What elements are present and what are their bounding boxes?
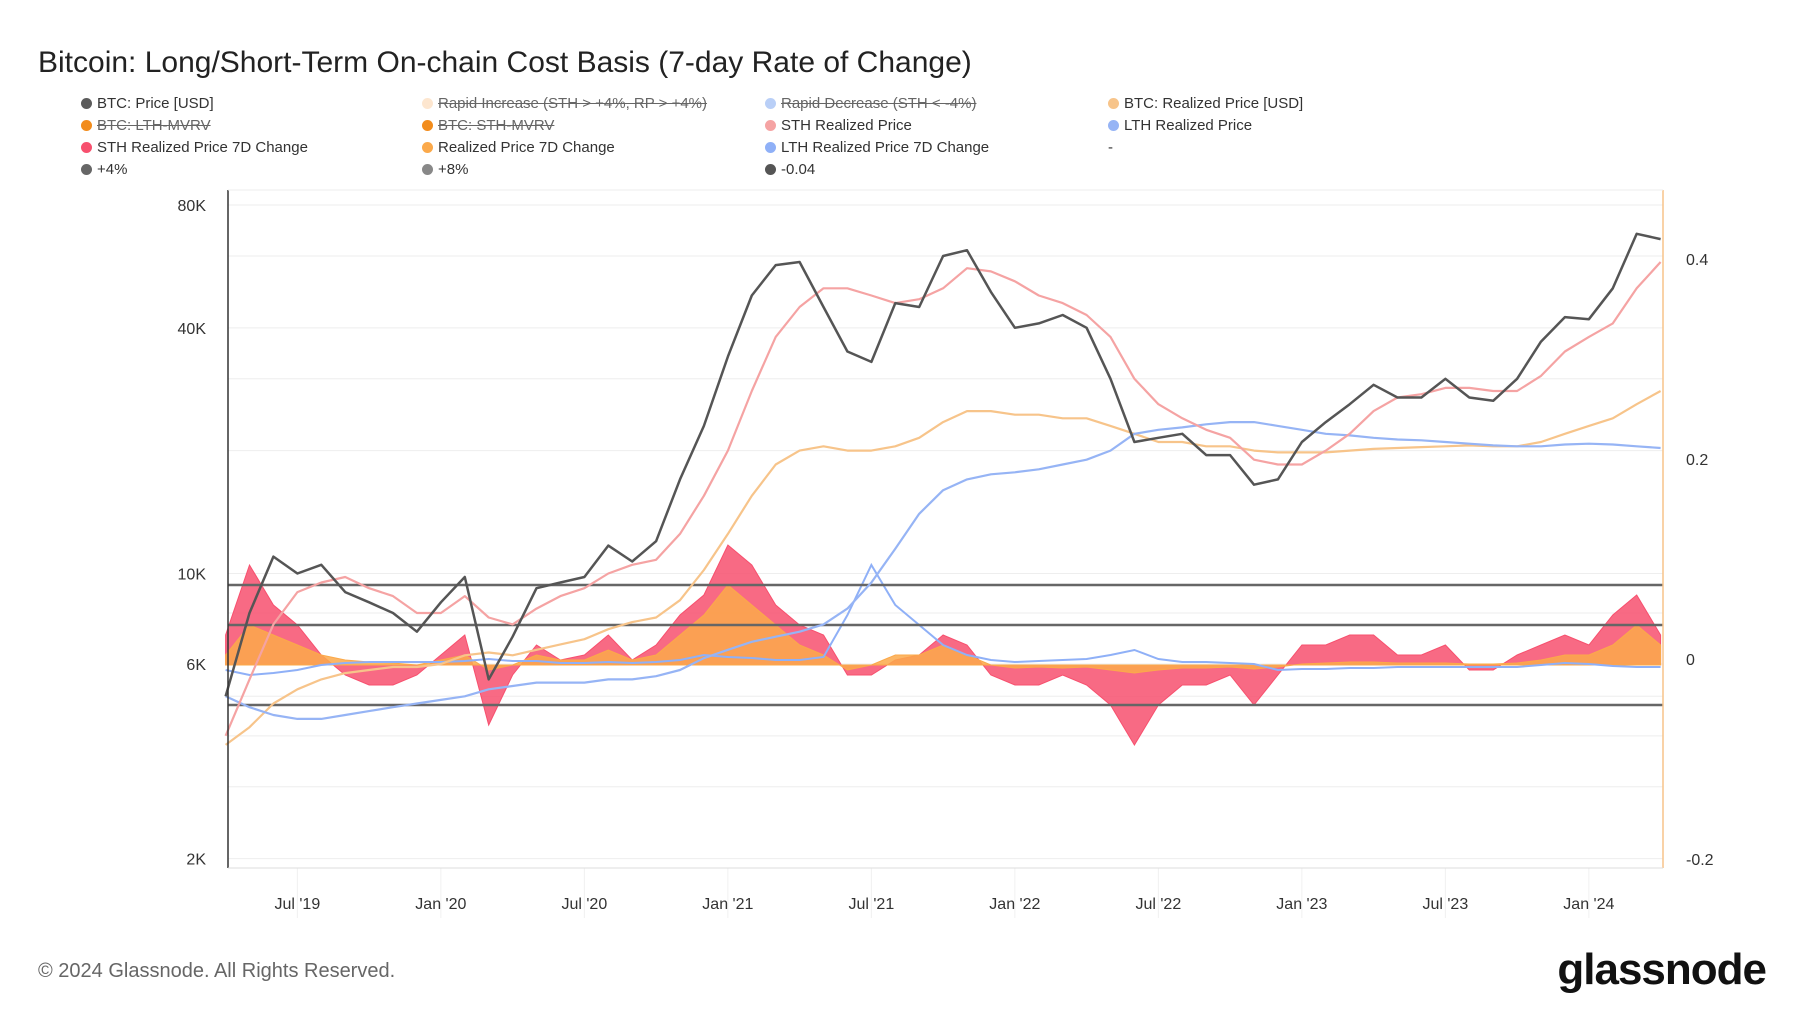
y-left-tick-label: 6K (186, 657, 206, 674)
y-left-tick-label: 80K (178, 198, 207, 215)
series-lth-realized-price-7d-change (225, 562, 1661, 677)
y-right-tick-label: 0.4 (1686, 252, 1708, 269)
legend-item[interactable]: Realized Price 7D Change (422, 139, 615, 156)
x-tick-label: Jul '22 (1135, 896, 1181, 913)
series-btc-price-usd- (224, 232, 1661, 697)
legend-label: -0.04 (781, 161, 816, 178)
legend-item[interactable]: Rapid Increase (STH > +4%, RP > +4%) (422, 95, 707, 112)
y-right-tick-label: 0.2 (1686, 452, 1708, 469)
legend-label: BTC: Realized Price [USD] (1124, 95, 1304, 112)
legend-item[interactable]: +8% (422, 161, 468, 178)
legend-label: +8% (438, 161, 469, 178)
legend-item[interactable]: -0.04 (765, 161, 815, 178)
y-right-tick-label: 0 (1686, 652, 1695, 669)
legend-label: Rapid Decrease (STH < -4%) (781, 95, 977, 112)
legend-label: BTC: Price [USD] (97, 95, 214, 112)
legend-label: BTC: LTH-MVRV (97, 117, 211, 134)
series-lth-realized-price (225, 421, 1661, 721)
legend-item[interactable]: BTC: LTH-MVRV (81, 117, 211, 134)
legend-marker-icon (765, 120, 776, 131)
x-tick-label: Jan '23 (1276, 896, 1327, 913)
y-left-tick-label: 10K (178, 566, 207, 583)
legend-label: Rapid Increase (STH > +4%, RP > +4%) (438, 95, 708, 112)
legend-item[interactable]: BTC: STH-MVRV (422, 117, 554, 134)
legend-label: STH Realized Price (781, 117, 912, 134)
x-tick-label: Jul '19 (274, 896, 320, 913)
legend-marker-icon (1108, 120, 1119, 131)
legend-label: STH Realized Price 7D Change (97, 139, 308, 156)
legend-marker-icon (422, 164, 433, 175)
x-tick-label: Jan '22 (989, 896, 1040, 913)
legend-item[interactable]: LTH Realized Price 7D Change (765, 139, 989, 156)
legend-marker-icon (422, 120, 433, 131)
series-btc-realized-price-usd- (224, 390, 1662, 746)
y-left-tick-label: 40K (178, 321, 207, 338)
legend-item[interactable]: +4% (81, 161, 127, 178)
copyright: © 2024 Glassnode. All Rights Reserved. (38, 960, 396, 982)
legend-item[interactable]: BTC: Realized Price [USD] (1108, 95, 1303, 112)
legend-label: Realized Price 7D Change (438, 139, 615, 156)
legend-marker-icon (81, 120, 92, 131)
legend-label: LTH Realized Price (1124, 117, 1253, 134)
legend-marker-icon (422, 98, 433, 109)
legend-item[interactable]: STH Realized Price 7D Change (81, 139, 308, 156)
legend-label: BTC: STH-MVRV (438, 117, 555, 134)
legend-item[interactable]: LTH Realized Price (1108, 117, 1252, 134)
x-tick-label: Jan '20 (415, 896, 466, 913)
x-tick-label: Jan '24 (1563, 896, 1614, 913)
x-tick-label: Jul '20 (561, 896, 607, 913)
legend-item[interactable]: BTC: Price [USD] (81, 95, 214, 112)
legend-item[interactable]: Rapid Decrease (STH < -4%) (765, 95, 976, 112)
legend-label: +4% (97, 161, 128, 178)
legend-marker-icon (765, 164, 776, 175)
legend-item[interactable]: - (1108, 139, 1113, 156)
legend-marker-icon (81, 164, 92, 175)
chart-title: Bitcoin: Long/Short-Term On-chain Cost B… (38, 46, 972, 79)
legend-item[interactable]: STH Realized Price (765, 117, 912, 134)
legend-marker-icon (422, 142, 433, 153)
glassnode-logo: glassnode (1557, 945, 1767, 994)
legend-label: - (1108, 139, 1113, 156)
x-tick-label: Jan '21 (702, 896, 753, 913)
y-right-tick-label: -0.2 (1686, 852, 1714, 869)
legend-label: LTH Realized Price 7D Change (781, 139, 990, 156)
y-left-tick-label: 2K (186, 852, 206, 869)
x-tick-label: Jul '23 (1422, 896, 1468, 913)
legend-marker-icon (1108, 98, 1119, 109)
legend-marker-icon (765, 98, 776, 109)
series-sth-realized-price (224, 261, 1662, 737)
legend-marker-icon (765, 142, 776, 153)
legend-marker-icon (81, 98, 92, 109)
x-tick-label: Jul '21 (848, 896, 894, 913)
legend-marker-icon (81, 142, 92, 153)
